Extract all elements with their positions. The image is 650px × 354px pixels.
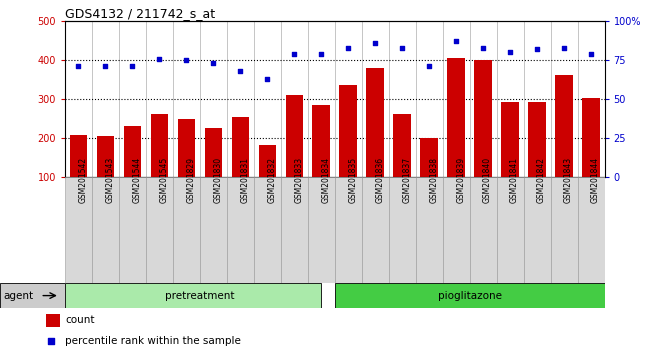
Bar <box>524 177 551 283</box>
Text: GSM201829: GSM201829 <box>187 157 196 203</box>
Point <box>424 64 434 69</box>
Bar <box>97 136 114 177</box>
Text: GSM201830: GSM201830 <box>213 157 222 203</box>
Point <box>559 45 569 51</box>
Bar <box>421 138 438 177</box>
Bar <box>146 177 173 283</box>
Point <box>100 64 110 69</box>
Text: GSM201835: GSM201835 <box>348 157 358 203</box>
Bar <box>200 177 227 283</box>
Text: percentile rank within the sample: percentile rank within the sample <box>65 336 241 346</box>
Bar <box>335 283 618 308</box>
Text: GSM201836: GSM201836 <box>375 157 384 203</box>
Bar <box>339 85 357 177</box>
Bar <box>443 177 470 283</box>
Bar <box>205 127 222 177</box>
Bar <box>551 177 577 283</box>
Bar <box>389 177 416 283</box>
Point <box>505 50 515 55</box>
Bar <box>528 102 546 177</box>
Point <box>532 46 542 52</box>
Text: pretreatment: pretreatment <box>165 291 235 301</box>
Text: GSM201544: GSM201544 <box>133 157 142 203</box>
Bar <box>313 105 330 177</box>
Bar <box>259 145 276 177</box>
Bar <box>281 177 308 283</box>
Bar <box>501 102 519 177</box>
Point <box>181 57 192 63</box>
Point <box>262 76 272 82</box>
Bar <box>65 283 321 308</box>
Bar <box>577 177 605 283</box>
Bar <box>124 126 141 177</box>
Text: count: count <box>65 315 94 325</box>
Bar <box>497 177 524 283</box>
Bar <box>474 60 492 177</box>
Bar <box>447 58 465 177</box>
Bar <box>231 117 249 177</box>
Text: GSM201831: GSM201831 <box>240 157 250 203</box>
Bar <box>46 314 60 327</box>
Bar <box>308 177 335 283</box>
Text: GSM201841: GSM201841 <box>510 157 519 203</box>
Bar <box>151 114 168 177</box>
Point <box>478 45 488 51</box>
Bar <box>367 68 384 177</box>
Bar <box>65 177 92 283</box>
Bar <box>173 177 200 283</box>
Bar <box>177 119 195 177</box>
Text: GSM201832: GSM201832 <box>267 157 276 203</box>
Text: GSM201844: GSM201844 <box>591 157 600 203</box>
Point <box>289 51 300 57</box>
Text: GDS4132 / 211742_s_at: GDS4132 / 211742_s_at <box>65 7 215 20</box>
Bar <box>470 177 497 283</box>
Point <box>73 64 84 69</box>
Text: agent: agent <box>3 291 33 301</box>
Bar <box>555 75 573 177</box>
Bar <box>254 177 281 283</box>
Text: GSM201840: GSM201840 <box>483 157 492 203</box>
Bar <box>361 177 389 283</box>
Point <box>235 68 246 74</box>
Text: GSM201545: GSM201545 <box>159 157 168 203</box>
Text: GSM201843: GSM201843 <box>564 157 573 203</box>
Point <box>451 39 462 44</box>
Point <box>154 56 164 62</box>
Bar <box>335 177 361 283</box>
Point <box>586 51 596 57</box>
Bar <box>393 114 411 177</box>
Bar <box>227 177 254 283</box>
Point <box>316 51 326 57</box>
Text: GSM201833: GSM201833 <box>294 157 304 203</box>
Bar <box>92 177 119 283</box>
Point <box>208 61 218 66</box>
Bar <box>70 135 87 177</box>
Bar <box>416 177 443 283</box>
Text: GSM201842: GSM201842 <box>537 157 546 203</box>
Point <box>370 40 380 46</box>
Bar <box>285 95 303 177</box>
Point <box>46 338 57 344</box>
Text: pioglitazone: pioglitazone <box>437 291 502 301</box>
Text: GSM201542: GSM201542 <box>79 157 88 203</box>
Bar <box>582 98 600 177</box>
Text: GSM201838: GSM201838 <box>429 157 438 203</box>
Text: GSM201837: GSM201837 <box>402 157 411 203</box>
Text: GSM201834: GSM201834 <box>321 157 330 203</box>
Point <box>343 45 354 51</box>
Text: GSM201839: GSM201839 <box>456 157 465 203</box>
Bar <box>119 177 146 283</box>
Point <box>397 45 408 51</box>
Text: GSM201543: GSM201543 <box>105 157 114 203</box>
Point <box>127 64 138 69</box>
